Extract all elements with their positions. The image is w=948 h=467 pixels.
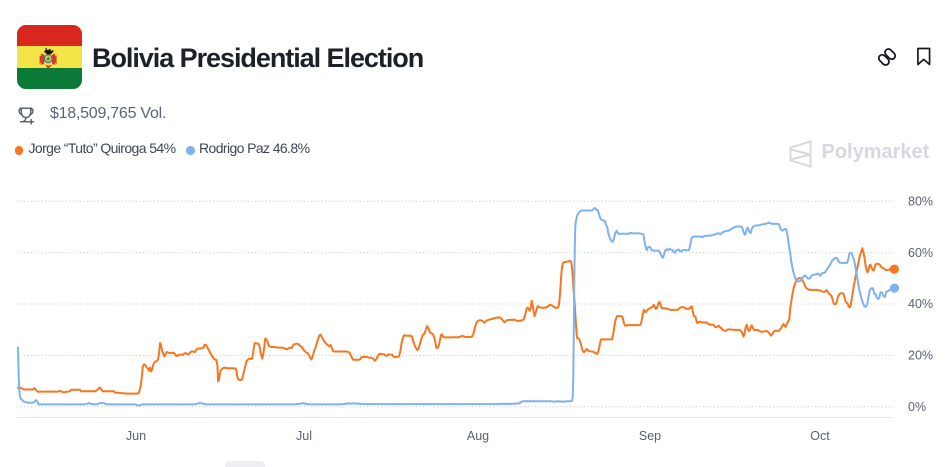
svg-text:Sep: Sep [639,429,661,443]
svg-text:Oct: Oct [810,429,830,443]
svg-text:Jun: Jun [126,429,146,443]
svg-text:20%: 20% [908,349,933,363]
svg-text:Jul: Jul [296,429,312,443]
svg-text:80%: 80% [908,195,933,209]
svg-text:Aug: Aug [467,429,489,443]
svg-text:60%: 60% [908,246,933,260]
svg-text:0%: 0% [908,400,926,414]
svg-text:40%: 40% [908,297,933,311]
